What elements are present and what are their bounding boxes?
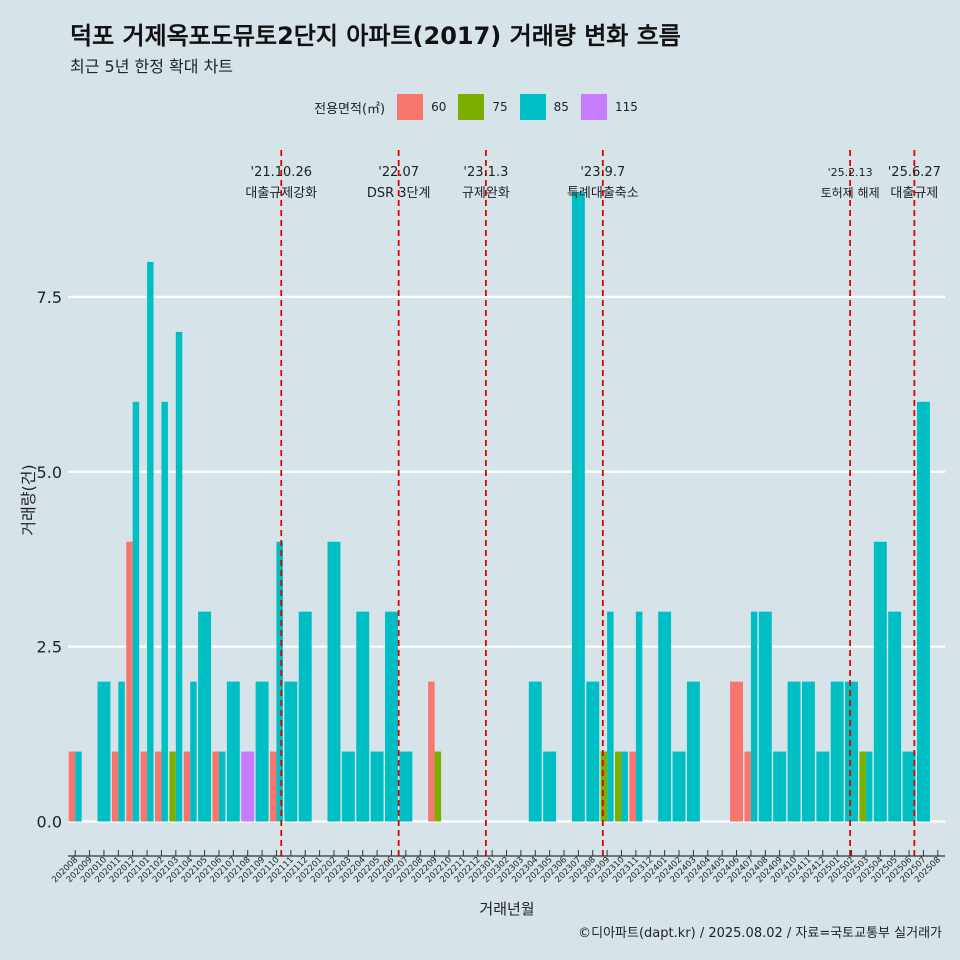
caption: ©디아파트(dapt.kr) / 2025.08.02 / 자료=국토교통부 실…	[578, 926, 942, 941]
bar-85	[370, 751, 384, 822]
bar-85	[865, 751, 873, 822]
legend-title: 전용면적(㎡)	[314, 101, 386, 117]
bar-85	[147, 261, 154, 822]
bar-60	[428, 681, 435, 822]
bar-115	[241, 751, 255, 822]
bar-85	[571, 191, 585, 822]
bar-85	[132, 401, 140, 822]
event-label: DSR 3단계	[367, 186, 431, 201]
event-label: 토허제 해제	[821, 186, 880, 200]
bar-75	[169, 751, 176, 822]
bar-85	[635, 611, 643, 822]
bar-85	[75, 751, 82, 822]
bar-75	[615, 751, 622, 822]
bar-85	[830, 681, 844, 822]
bar-60	[111, 751, 119, 822]
bar-85	[528, 681, 542, 822]
event-label: 대출규제강화	[245, 186, 317, 201]
bar-85	[298, 611, 312, 822]
legend: 전용면적(㎡) 60 75 85 115	[0, 92, 960, 122]
bar-85	[198, 611, 212, 822]
bar-85	[161, 401, 168, 822]
bar-85	[255, 681, 269, 822]
bar-85	[543, 751, 557, 822]
bar-60	[183, 751, 191, 822]
y-tick-label: 2.5	[37, 638, 62, 657]
y-tick-label: 0.0	[37, 813, 62, 832]
legend-swatch-60	[397, 94, 424, 120]
legend-swatch-115	[580, 94, 607, 120]
event-label: 대출규제	[890, 186, 938, 201]
bar-60	[744, 751, 751, 822]
legend-label-85: 85	[553, 100, 569, 114]
bar-85	[175, 331, 183, 822]
bar-85	[773, 751, 787, 822]
bar-85	[686, 681, 700, 822]
bar-85	[218, 751, 226, 822]
bar-85	[399, 751, 413, 822]
x-axis-label: 거래년월	[479, 900, 534, 918]
bar-60	[126, 541, 133, 822]
y-axis-label: 거래량(건)	[19, 464, 38, 535]
event-date: '21.10.26	[251, 165, 312, 180]
bar-85	[873, 541, 887, 822]
bar-85	[888, 611, 902, 822]
event-date: '25.6.27	[888, 165, 941, 180]
event-date: '23.1.3	[463, 165, 508, 180]
bar-85	[845, 681, 859, 822]
legend-label-75: 75	[492, 100, 508, 114]
bar-85	[902, 751, 916, 822]
legend-swatch-85	[519, 94, 546, 120]
bar-85	[284, 681, 298, 822]
bar-85	[341, 751, 355, 822]
bar-60	[154, 751, 162, 822]
legend-swatch-75	[458, 94, 485, 120]
bar-85	[118, 681, 125, 822]
bar-85	[586, 681, 600, 822]
bar-60	[140, 751, 148, 822]
bar-85	[658, 611, 672, 822]
y-tick-label: 5.0	[37, 463, 62, 482]
bar-85	[226, 681, 240, 822]
y-tick-label: 7.5	[37, 288, 62, 307]
bar-60	[68, 751, 76, 822]
chart-subtitle: 최근 5년 한정 확대 차트	[70, 57, 234, 76]
bar-75	[434, 751, 442, 822]
bar-75	[600, 751, 608, 822]
bar-85	[801, 681, 815, 822]
bar-60	[730, 681, 744, 822]
bar-85	[97, 681, 111, 822]
bar-85	[816, 751, 830, 822]
bar-85	[276, 541, 283, 822]
event-date: '22.07	[378, 165, 419, 180]
bar-85	[190, 681, 197, 822]
event-date: '25.2.13	[828, 166, 873, 179]
bar-85	[750, 611, 758, 822]
bar-60	[212, 751, 219, 822]
bar-85	[621, 751, 628, 822]
event-label: 특례대출축소	[567, 186, 639, 201]
bar-85	[385, 611, 398, 822]
bar-85	[916, 401, 930, 822]
bar-85	[672, 751, 686, 822]
event-date: '23.9.7	[580, 165, 625, 180]
bar-75	[859, 751, 866, 822]
legend-label-115: 115	[614, 100, 638, 114]
bar-85	[758, 611, 772, 822]
bar-60	[269, 751, 277, 822]
bar-85	[787, 681, 801, 822]
bar-60	[629, 751, 636, 822]
legend-label-60: 60	[431, 100, 447, 114]
chart-title: 덕포 거제옥포도뮤토2단지 아파트(2017) 거래량 변화 흐름	[70, 22, 681, 50]
bar-85	[356, 611, 370, 822]
event-label: 규제완화	[462, 186, 510, 201]
bar-85	[327, 541, 341, 822]
bar-85	[607, 611, 614, 822]
